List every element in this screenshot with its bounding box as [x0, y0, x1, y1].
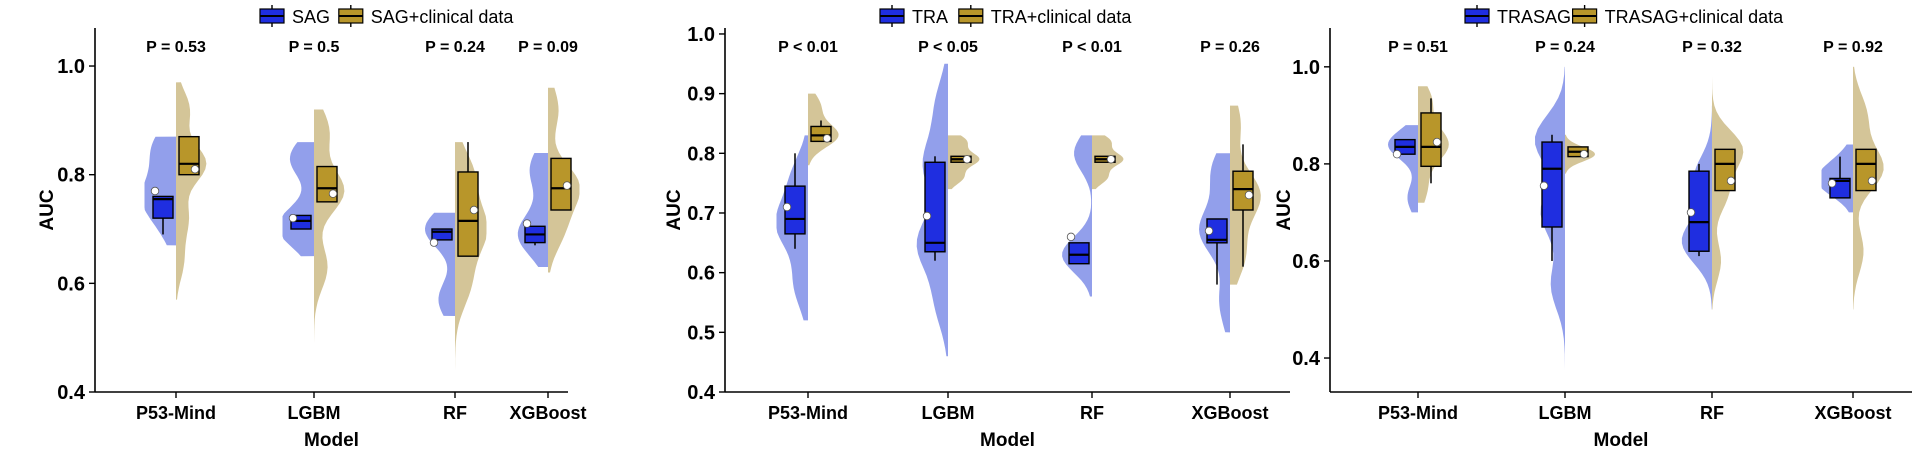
p-value-label: P < 0.05 — [918, 39, 978, 56]
mean-point-xgboost-1 — [1204, 226, 1214, 236]
p-value-label: P = 0.53 — [146, 39, 206, 56]
box-rf-1 — [431, 228, 453, 241]
legend-label-2: TRA+clinical data — [991, 7, 1133, 27]
p-value-label: P = 0.09 — [518, 39, 578, 56]
y-tick-label: 0.8 — [57, 165, 85, 187]
mean-point-xgboost-2 — [562, 181, 572, 190]
box-p53-mind-1 — [152, 195, 174, 219]
violin-xgboost-1 — [517, 152, 548, 268]
x-tick-label-rf: RF — [1080, 403, 1104, 423]
x-axis-label: Model — [1594, 430, 1649, 451]
y-tick-label: 0.4 — [57, 382, 86, 404]
box-p53-mind-2 — [1420, 112, 1442, 168]
mean-point-rf-1 — [1686, 208, 1696, 217]
mean-point-rf-2 — [1726, 176, 1736, 186]
mean-point-rf-2 — [1106, 155, 1116, 164]
mean-point-p53-mind-2 — [190, 165, 200, 174]
mean-point-rf-1 — [1066, 232, 1076, 242]
legend-label-1: TRA — [912, 7, 948, 27]
y-tick-label: 0.4 — [1292, 348, 1321, 370]
mean-point-xgboost-1 — [1827, 179, 1837, 188]
x-axis-label: Model — [980, 430, 1035, 451]
x-tick-label-lgbm: LGBM — [1539, 403, 1592, 423]
y-tick-label: 1.0 — [687, 24, 715, 46]
chart-panel-1: 0.4 0.6 0.8 1.0 AUC P53-Mind P = 0.53 LGBM P = 0… — [37, 5, 587, 451]
p-value-label: P = 0.24 — [1535, 39, 1595, 56]
p-value-label: P = 0.92 — [1823, 39, 1883, 56]
x-axis-label: Model — [304, 430, 359, 451]
violin-rf-1 — [1062, 135, 1092, 297]
x-tick-label-rf: RF — [443, 403, 467, 423]
legend: TRA TRA+clinical data — [879, 5, 1133, 27]
box-xgboost-2 — [1232, 170, 1254, 211]
legend: TRASAG TRASAG+clinical data — [1464, 5, 1785, 27]
p-value-label: P = 0.26 — [1200, 39, 1260, 56]
p-value-label: P = 0.32 — [1682, 39, 1742, 56]
violin-p53-mind-1 — [144, 136, 176, 246]
chart-panel-2: 0.4 0.5 0.6 0.7 0.8 0.9 1.0 AUC P53-Mind P < 0.01… — [664, 5, 1290, 451]
violin-lgbm-2 — [314, 109, 345, 344]
p-value-label: P = 0.51 — [1388, 39, 1448, 56]
mean-point-p53-mind-2 — [1432, 137, 1442, 147]
mean-point-lgbm-1 — [1539, 181, 1549, 190]
mean-point-lgbm-2 — [962, 155, 972, 164]
y-axis-label: AUC — [1274, 189, 1295, 230]
mean-point-lgbm-2 — [328, 189, 338, 198]
mean-point-rf-2 — [469, 205, 479, 215]
mean-point-p53-mind-1 — [150, 186, 160, 196]
box-rf-2 — [457, 171, 479, 257]
p-value-label: P < 0.01 — [778, 39, 838, 56]
violin-p53-mind-2 — [176, 82, 207, 300]
x-tick-label-xgboost: XGBoost — [1814, 403, 1891, 423]
y-axis-label: AUC — [37, 189, 58, 230]
x-tick-label-lgbm: LGBM — [922, 403, 975, 423]
y-tick-label: 1.0 — [1292, 57, 1320, 79]
mean-point-xgboost-2 — [1867, 176, 1877, 186]
y-tick-label: 0.6 — [57, 273, 85, 295]
x-tick-label-lgbm: LGBM — [288, 403, 341, 423]
box-xgboost-2 — [550, 157, 572, 211]
y-tick-label: 0.8 — [1292, 154, 1320, 176]
chart-panel-3: 0.4 0.6 0.8 1.0 AUC P53-Mind P = 0.51 LGBM P = 0… — [1274, 5, 1912, 451]
y-tick-label: 0.6 — [687, 263, 715, 285]
y-tick-label: 0.8 — [687, 143, 715, 165]
y-tick-label: 1.0 — [57, 56, 85, 78]
mean-point-xgboost-2 — [1244, 190, 1254, 200]
violin-lgbm-1 — [282, 142, 314, 257]
legend: SAG SAG+clinical data — [259, 5, 515, 27]
x-tick-label-p53-mind: P53-Mind — [768, 403, 848, 423]
y-tick-label: 0.4 — [687, 382, 716, 404]
x-tick-label-p53-mind: P53-Mind — [136, 403, 216, 423]
x-tick-label-p53-mind: P53-Mind — [1378, 403, 1458, 423]
legend-label-2: SAG+clinical data — [371, 7, 515, 27]
y-tick-label: 0.5 — [687, 322, 715, 344]
box-lgbm-1 — [924, 161, 946, 253]
p-value-label: P < 0.01 — [1062, 39, 1122, 56]
mean-point-lgbm-1 — [922, 211, 932, 221]
mean-point-p53-mind-2 — [822, 134, 832, 143]
legend-label-2: TRASAG+clinical data — [1605, 7, 1785, 27]
violin-rf-2 — [1712, 76, 1744, 310]
y-tick-label: 0.7 — [687, 203, 715, 225]
x-tick-label-xgboost: XGBoost — [509, 403, 586, 423]
box-rf-1 — [1068, 242, 1090, 265]
x-tick-label-xgboost: XGBoost — [1191, 403, 1268, 423]
legend-label-1: SAG — [292, 7, 330, 27]
mean-point-p53-mind-1 — [1392, 149, 1402, 159]
violin-rf-1 — [425, 212, 455, 316]
mean-point-rf-1 — [429, 238, 439, 247]
legend-label-1: TRASAG — [1497, 7, 1571, 27]
mean-point-p53-mind-1 — [782, 202, 792, 212]
mean-point-xgboost-1 — [522, 219, 532, 228]
p-value-label: P = 0.5 — [289, 39, 340, 56]
violin-p53-mind-1 — [1388, 125, 1418, 213]
y-axis-label: AUC — [664, 189, 685, 230]
x-tick-label-rf: RF — [1700, 403, 1724, 423]
mean-point-lgbm-2 — [1579, 149, 1589, 159]
p-value-label: P = 0.24 — [425, 39, 485, 56]
y-tick-label: 0.9 — [687, 84, 715, 106]
y-tick-label: 0.6 — [1292, 251, 1320, 273]
mean-point-lgbm-1 — [288, 213, 298, 223]
